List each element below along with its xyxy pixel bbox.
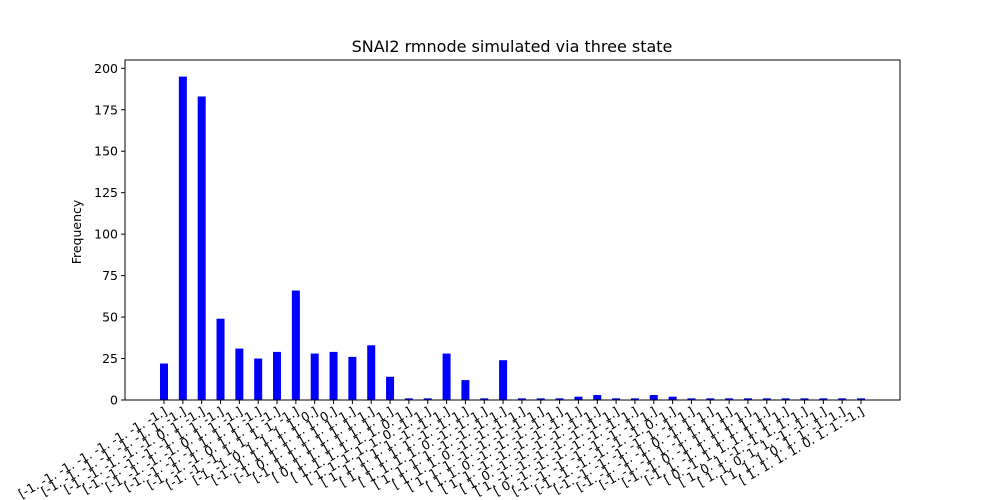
bar <box>781 398 790 400</box>
bar <box>404 398 413 400</box>
bar <box>612 398 621 400</box>
bar <box>668 396 677 400</box>
bar <box>574 396 583 400</box>
bar <box>743 398 752 400</box>
bar <box>178 76 187 401</box>
bar <box>687 398 696 400</box>
y-tick-label: 150 <box>94 144 118 159</box>
bar <box>649 395 658 400</box>
y-tick-label: 75 <box>102 268 118 283</box>
y-tick-label: 25 <box>102 351 118 366</box>
bar <box>593 395 602 400</box>
bar <box>555 398 564 400</box>
bar <box>517 398 526 400</box>
bar <box>819 398 828 400</box>
y-tick-label: 200 <box>94 61 118 76</box>
bar <box>423 398 432 400</box>
y-tick-label: 175 <box>94 102 118 117</box>
bar <box>160 363 168 400</box>
bar <box>857 398 865 400</box>
bar <box>706 398 715 400</box>
y-tick-label: 0 <box>110 393 118 408</box>
bar <box>197 96 206 401</box>
bar <box>235 348 244 400</box>
bar <box>386 376 395 400</box>
x-axis-ticks: [-1. -1. -1. -1. -1. -1. -1. -1.][-1. -1… <box>16 400 867 500</box>
chart-title: SNAI2 rmnode simulated via three state <box>352 37 673 56</box>
y-tick-label: 50 <box>102 310 118 325</box>
plot-frame <box>124 59 901 401</box>
bar <box>630 398 639 400</box>
bar <box>216 318 225 400</box>
bar <box>725 398 734 400</box>
bar <box>762 398 771 400</box>
bar <box>348 356 357 400</box>
bar <box>442 353 451 400</box>
y-axis-label: Frequency <box>69 199 84 264</box>
bar <box>273 351 282 400</box>
bar <box>480 398 489 400</box>
bar <box>838 398 847 400</box>
bars <box>160 76 865 401</box>
bar <box>367 345 376 400</box>
bar <box>329 351 338 400</box>
y-axis-ticks: 0 25 50 75 100 125 150 175 200 <box>94 61 125 408</box>
bar <box>536 398 545 400</box>
bar <box>254 358 263 400</box>
bar <box>291 290 300 400</box>
y-tick-label: 100 <box>94 227 118 242</box>
bar <box>310 353 319 400</box>
bar <box>499 360 508 400</box>
bar <box>461 380 470 400</box>
y-tick-label: 125 <box>94 185 118 200</box>
bar <box>800 398 809 400</box>
